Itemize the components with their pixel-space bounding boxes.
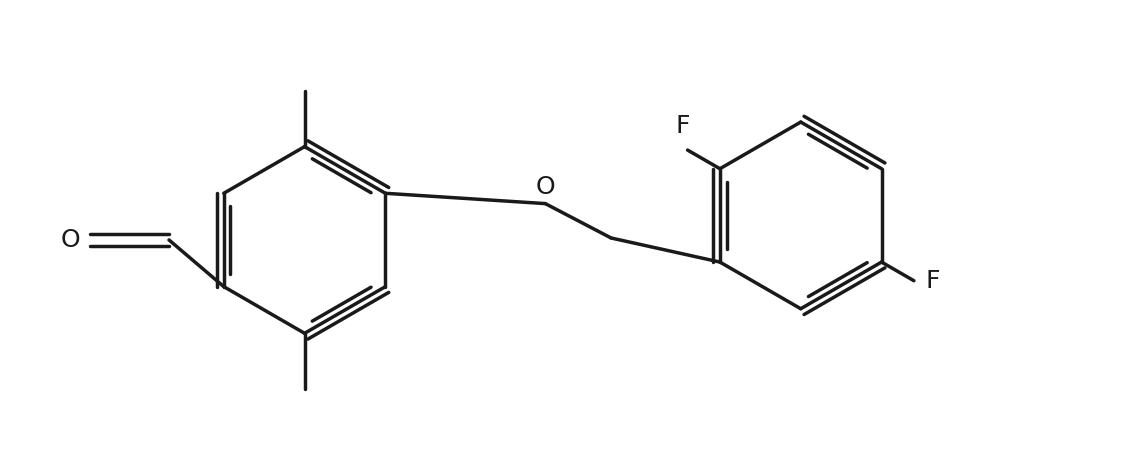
Text: F: F (676, 114, 690, 138)
Text: O: O (61, 228, 81, 252)
Text: O: O (535, 175, 555, 199)
Text: F: F (926, 269, 940, 293)
